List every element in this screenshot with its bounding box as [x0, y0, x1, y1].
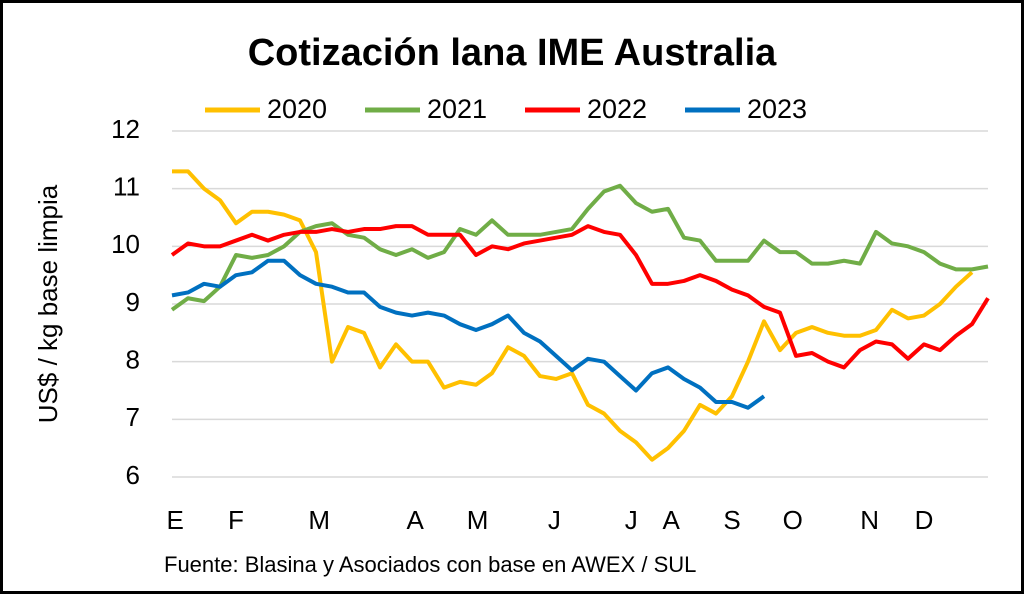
x-tick-label: J — [548, 505, 561, 535]
x-tick-label: A — [663, 505, 681, 535]
legend-label: 2022 — [587, 94, 647, 124]
y-tick-label: 10 — [111, 229, 140, 259]
x-tick-label: F — [228, 505, 244, 535]
y-tick-label: 9 — [126, 287, 140, 317]
x-tick-label: M — [308, 505, 330, 535]
series-line — [171, 258, 766, 410]
series-line — [170, 183, 989, 312]
y-tick-label: 6 — [126, 460, 140, 490]
legend-label: 2023 — [747, 94, 807, 124]
y-tick-label: 11 — [113, 172, 140, 202]
y-tick-label: 12 — [111, 114, 140, 144]
source-note: Fuente: Blasina y Asociados con base en … — [164, 552, 696, 577]
x-tick-label: M — [467, 505, 489, 535]
y-tick-label: 8 — [126, 345, 140, 375]
chart-title: Cotización lana IME Australia — [248, 32, 777, 74]
y-axis-label: US$ / kg base limpia — [33, 184, 63, 423]
legend-label: 2021 — [427, 94, 487, 124]
legend-label: 2020 — [267, 94, 327, 124]
y-tick-label: 7 — [126, 402, 140, 432]
x-tick-label: S — [723, 505, 740, 535]
x-tick-label: J — [625, 505, 638, 535]
x-tick-label: E — [167, 505, 184, 535]
series-line — [170, 224, 990, 370]
x-tick-label: O — [783, 505, 803, 535]
x-tick-label: N — [860, 505, 879, 535]
x-tick-label: A — [407, 505, 425, 535]
x-tick-label: D — [915, 505, 934, 535]
